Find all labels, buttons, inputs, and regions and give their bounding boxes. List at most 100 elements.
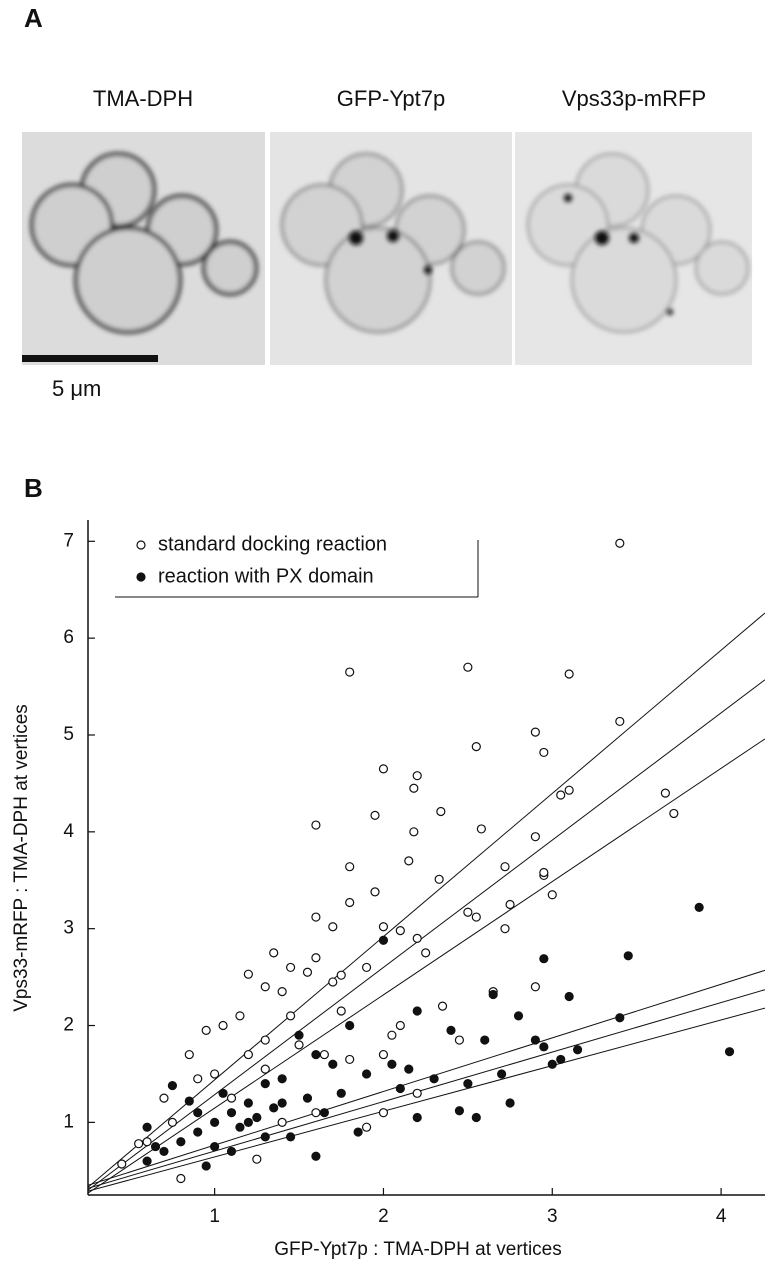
point: [277, 1098, 287, 1108]
point: [412, 771, 422, 781]
point: [446, 1025, 456, 1035]
point: [361, 1069, 372, 1079]
point: [260, 1132, 270, 1142]
point: [505, 899, 515, 910]
point: [252, 1154, 262, 1164]
point: [361, 962, 372, 973]
point: [454, 1035, 465, 1045]
point: [547, 1059, 557, 1069]
point: [235, 1122, 245, 1132]
point: [260, 982, 270, 992]
point: [694, 902, 704, 912]
point: [530, 982, 540, 992]
image-title: GFP-Ypt7p: [337, 86, 445, 111]
point: [395, 1020, 405, 1031]
point: [513, 1011, 524, 1021]
point: [660, 788, 670, 798]
point: [311, 1108, 321, 1118]
point: [345, 897, 355, 908]
panel-label: A: [24, 3, 43, 33]
point: [285, 1132, 296, 1142]
image-title: Vps33p-mRFP: [562, 86, 706, 111]
x-tick-label: 4: [716, 1206, 727, 1227]
point: [201, 1025, 211, 1035]
point: [176, 1137, 186, 1147]
point: [328, 977, 338, 987]
micrograph: [515, 132, 752, 365]
point: [724, 1047, 735, 1057]
point: [539, 1042, 549, 1052]
point: [302, 1093, 313, 1103]
point: [117, 1159, 127, 1169]
point: [226, 1108, 237, 1118]
point: [176, 1173, 186, 1184]
point: [235, 1011, 245, 1021]
y-tick-label: 2: [63, 1015, 74, 1036]
point: [285, 962, 296, 973]
point: [564, 669, 574, 679]
y-axis-title: Vps33-mRFP : TMA-DPH at vertices: [11, 704, 32, 1012]
point: [134, 1139, 144, 1149]
point: [434, 874, 444, 884]
y-tick-label: 1: [63, 1111, 74, 1132]
point: [530, 1035, 540, 1045]
point: [556, 1054, 566, 1065]
point: [311, 820, 321, 830]
point: [142, 1122, 152, 1132]
point: [556, 790, 566, 800]
point: [210, 1117, 220, 1127]
point: [319, 1108, 329, 1118]
point: [564, 785, 574, 795]
point: [412, 1006, 422, 1016]
point: [319, 1049, 329, 1060]
point: [277, 1074, 287, 1084]
point: [260, 1064, 270, 1074]
point: [547, 890, 557, 900]
legend-label: reaction with PX domain: [158, 565, 374, 587]
point: [184, 1049, 194, 1060]
point: [412, 933, 422, 943]
point: [243, 1117, 253, 1127]
point: [387, 1059, 397, 1069]
point: [412, 1112, 422, 1123]
legend-marker: [136, 540, 146, 550]
point: [463, 907, 473, 917]
point: [210, 1141, 220, 1152]
point: [277, 987, 287, 997]
point: [539, 954, 549, 964]
point: [269, 948, 279, 958]
point: [505, 1098, 515, 1108]
point: [404, 856, 414, 866]
point: [421, 948, 431, 958]
point: [669, 808, 679, 819]
point: [336, 1006, 346, 1016]
point: [395, 1083, 405, 1094]
point: [294, 1030, 304, 1040]
image-title: TMA-DPH: [93, 86, 193, 111]
point: [353, 1127, 363, 1137]
fit-line: [88, 738, 765, 1194]
scale-label: 5 μm: [52, 376, 101, 401]
point: [201, 1161, 211, 1171]
y-tick-label: 4: [63, 821, 74, 842]
point: [269, 1103, 279, 1113]
y-tick-label: 6: [63, 627, 74, 648]
point: [497, 1069, 507, 1079]
point: [345, 667, 355, 677]
point: [311, 953, 321, 963]
point: [404, 1064, 414, 1074]
point: [328, 1059, 338, 1069]
legend-marker: [136, 572, 146, 582]
point: [615, 1013, 625, 1023]
point: [193, 1074, 203, 1084]
point: [159, 1093, 169, 1103]
point: [336, 970, 346, 980]
x-tick-label: 1: [209, 1206, 220, 1227]
x-tick-label: 3: [547, 1206, 558, 1227]
fit-line: [88, 612, 765, 1188]
legend-label: standard docking reaction: [158, 533, 387, 555]
point: [500, 924, 510, 934]
point: [378, 1049, 389, 1060]
fit-line: [88, 1007, 765, 1192]
